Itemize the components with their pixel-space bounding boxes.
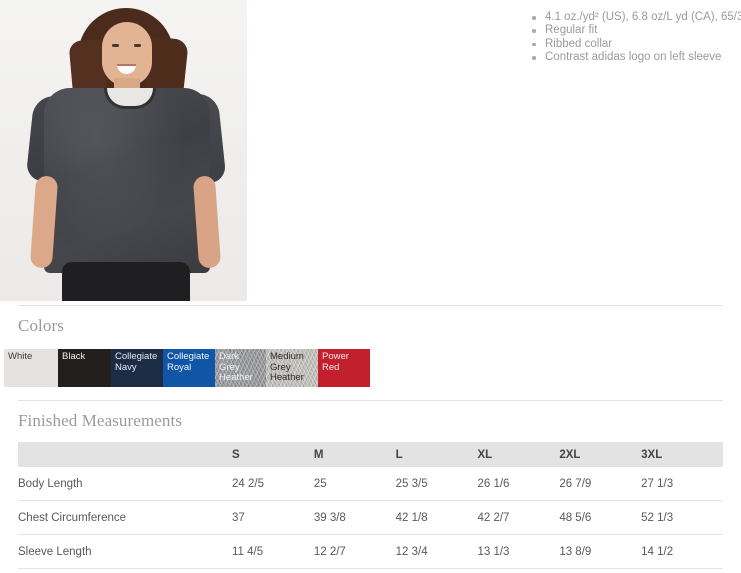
divider-above-colors bbox=[18, 305, 723, 306]
color-swatch-row: White Black Collegiate Navy Collegiate Roya… bbox=[4, 349, 741, 387]
row-label: Sleeve Length bbox=[18, 534, 232, 569]
column-header-size: 3XL bbox=[641, 442, 723, 467]
measurement-value: 52 1/3 bbox=[641, 500, 723, 535]
color-swatch[interactable]: Collegiate Navy bbox=[111, 349, 163, 387]
color-swatch-label: Medium Grey Heather bbox=[270, 351, 304, 384]
column-header-size: XL bbox=[477, 442, 560, 467]
measurement-value: 13 8/9 bbox=[559, 534, 642, 569]
measurement-value: 26 7/9 bbox=[559, 467, 642, 501]
color-swatch[interactable]: Dark Grey Heather bbox=[215, 349, 266, 387]
product-feature-list: 4.1 oz./yd² (US), 6.8 oz/L yd (CA), 65/3… bbox=[247, 0, 741, 65]
color-swatch-label: Black bbox=[62, 351, 86, 362]
measurements-table-body: Body Length 24 2/5 25 25 3/5 26 1/6 26 7/9 27 … bbox=[18, 467, 723, 569]
color-swatch[interactable]: White bbox=[4, 349, 58, 387]
tshirt-body bbox=[44, 88, 210, 273]
table-row: Sleeve Length 11 4/5 12 2/7 12 3/4 13 1/3 13 … bbox=[18, 534, 723, 569]
color-swatch[interactable]: Collegiate Royal bbox=[163, 349, 215, 387]
colors-section: Colors White Black Collegiate Navy Collegia… bbox=[0, 306, 741, 400]
column-header-measurement bbox=[18, 442, 232, 467]
measurement-value: 48 5/6 bbox=[559, 500, 642, 535]
measurement-value: 42 1/8 bbox=[395, 500, 478, 535]
list-item: 4.1 oz./yd² (US), 6.8 oz/L yd (CA), 65/3… bbox=[532, 11, 741, 24]
colors-heading: Colors bbox=[18, 316, 64, 335]
measurement-value: 26 1/6 bbox=[477, 467, 560, 501]
measurement-value: 12 2/7 bbox=[313, 534, 396, 569]
measurements-table-head: S M L XL 2XL 3XL bbox=[18, 442, 723, 467]
column-header-size: L bbox=[395, 442, 478, 467]
list-item: Contrast adidas logo on left sleeve bbox=[532, 51, 741, 64]
color-swatch-label: White bbox=[8, 351, 33, 362]
column-header-size: M bbox=[313, 442, 396, 467]
model-smile bbox=[117, 64, 136, 74]
divider-above-measurements bbox=[18, 400, 723, 401]
model-face bbox=[102, 22, 152, 86]
model-pants bbox=[62, 262, 190, 301]
measurement-value: 37 bbox=[232, 500, 314, 535]
measurement-value: 25 bbox=[313, 467, 396, 501]
measurement-value: 11 4/5 bbox=[232, 534, 314, 569]
column-header-size: 2XL bbox=[559, 442, 642, 467]
table-row: Body Length 24 2/5 25 25 3/5 26 1/6 26 7/9 27 … bbox=[18, 467, 723, 501]
color-swatch[interactable]: Black bbox=[58, 349, 111, 387]
measurements-table: S M L XL 2XL 3XL Body Length 24 2/5 25 25 3/5 26 … bbox=[18, 442, 723, 569]
measurement-value: 13 1/3 bbox=[477, 534, 560, 569]
measurement-value: 39 3/8 bbox=[313, 500, 396, 535]
measurement-value: 42 2/7 bbox=[477, 500, 560, 535]
measurement-value: 12 3/4 bbox=[395, 534, 478, 569]
measurement-value: 27 1/3 bbox=[641, 467, 723, 501]
color-swatch-label: Collegiate Navy bbox=[115, 351, 158, 373]
column-header-size: S bbox=[232, 442, 314, 467]
color-swatch[interactable]: Power Red bbox=[318, 349, 370, 387]
measurement-value: 14 1/2 bbox=[641, 534, 723, 569]
color-swatch-label: Power Red bbox=[322, 351, 349, 373]
measurement-value: 24 2/5 bbox=[232, 467, 314, 501]
row-label: Chest Circumference bbox=[18, 500, 232, 535]
color-swatch-label: Collegiate Royal bbox=[167, 351, 210, 373]
table-row: Chest Circumference 37 39 3/8 42 1/8 42 2/7 4… bbox=[18, 500, 723, 535]
measurement-value: 25 3/5 bbox=[395, 467, 478, 501]
model-eye-left bbox=[112, 44, 119, 47]
list-item: Regular fit bbox=[532, 24, 741, 37]
table-header-row: S M L XL 2XL 3XL bbox=[18, 442, 723, 467]
measurements-heading: Finished Measurements bbox=[18, 411, 183, 430]
list-item: Ribbed collar bbox=[532, 38, 741, 51]
model-eye-right bbox=[134, 44, 141, 47]
finished-measurements-section: Finished Measurements S M L XL 2XL 3XL Body L… bbox=[0, 401, 741, 573]
color-swatch-label: Dark Grey Heather bbox=[219, 351, 253, 384]
product-overview: 4.1 oz./yd² (US), 6.8 oz/L yd (CA), 65/3… bbox=[0, 0, 741, 301]
row-label: Body Length bbox=[18, 467, 232, 501]
color-swatch[interactable]: Medium Grey Heather bbox=[266, 349, 318, 387]
product-photo[interactable] bbox=[0, 0, 247, 301]
